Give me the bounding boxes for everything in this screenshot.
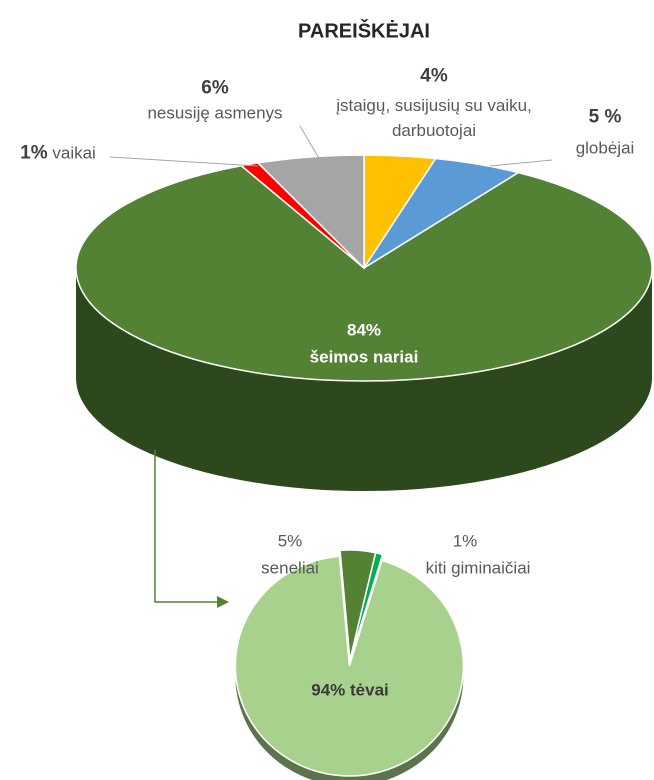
pies: [75, 154, 653, 780]
slice-label: 1% vaikai: [20, 141, 96, 166]
value-label: 1%: [452, 531, 478, 551]
slice-side: [76, 268, 652, 491]
slice: [234, 555, 465, 777]
slice: [75, 164, 653, 382]
value-label: 94%: [311, 680, 346, 700]
leader-line: [109, 156, 259, 167]
value-label: 4%: [420, 65, 448, 87]
category-label: seneliai: [261, 558, 319, 578]
chart-title: PAREIŠKĖJAI: [298, 20, 430, 43]
value-label: 5%: [277, 531, 303, 551]
category-label: šeimos nariai: [309, 347, 419, 367]
slice: [349, 551, 384, 661]
leader-line: [489, 159, 553, 167]
category-label: nesusiję asmenys: [147, 103, 283, 123]
leader-lines: [109, 125, 553, 167]
connector-arrow: [154, 450, 229, 608]
slice-label: 94% tėvai: [311, 678, 389, 703]
value-label: 1%: [20, 142, 48, 164]
category-label: vaikai: [52, 143, 96, 163]
category-label: tėvai: [350, 680, 389, 700]
value-label: 5 %: [588, 106, 622, 128]
value-label: 84%: [346, 320, 382, 340]
leader-line: [299, 125, 321, 161]
slice: [256, 154, 365, 270]
value-label: 6%: [201, 77, 229, 99]
category-label: globėjai: [575, 138, 635, 158]
category-label: kiti giminaičiai: [425, 558, 531, 578]
category-label: įstaigų, susijusių su vaiku, darbuotojai: [336, 96, 532, 140]
arrow-head: [217, 596, 229, 608]
connector-line: [154, 450, 218, 603]
